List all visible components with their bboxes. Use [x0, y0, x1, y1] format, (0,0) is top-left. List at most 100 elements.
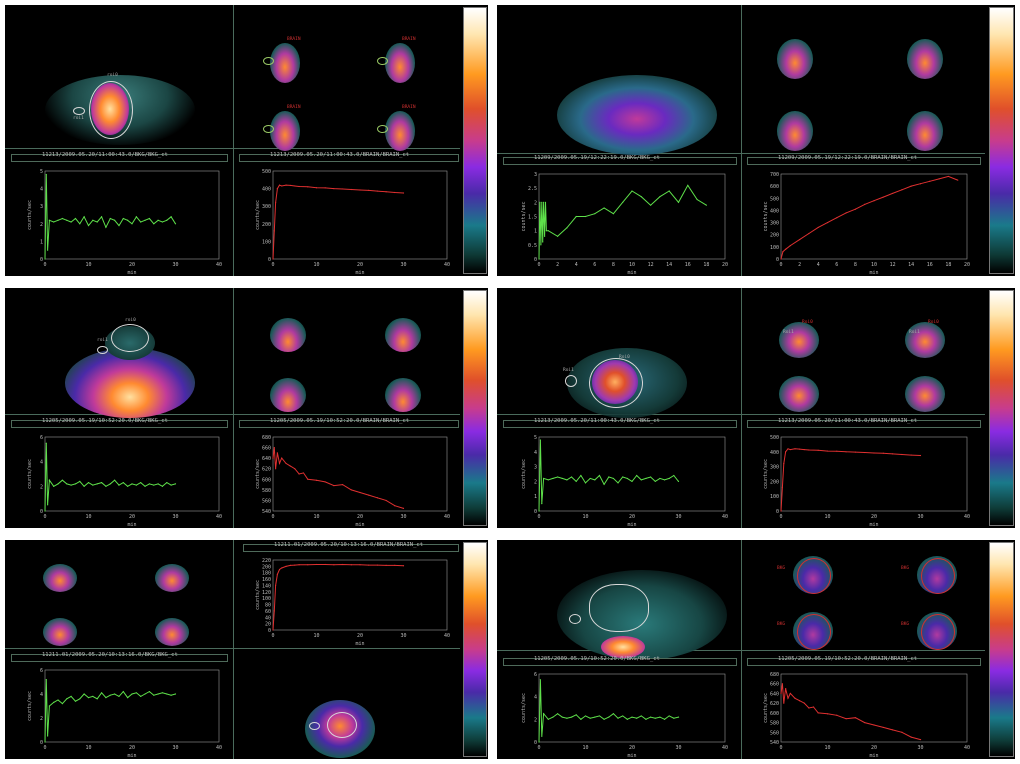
- y-tick-label: 3: [534, 172, 537, 178]
- data-point: [272, 629, 274, 631]
- brain-roi-label: BRAIN: [287, 37, 301, 42]
- data-point: [174, 223, 177, 225]
- data-point: [118, 695, 120, 697]
- data-point: [873, 724, 875, 726]
- plot-frame: [780, 436, 968, 512]
- roi0-label: Roi0: [928, 320, 939, 325]
- data-point: [845, 451, 847, 453]
- data-point: [376, 564, 378, 566]
- y-tick-label: 700: [770, 172, 779, 178]
- data-point: [608, 476, 610, 478]
- y-tick-label: 680: [770, 672, 779, 678]
- data-point: [109, 217, 111, 220]
- x-tick-label: 0: [537, 745, 540, 751]
- x-tick-label: 10: [85, 262, 91, 268]
- y-tick-label: 5: [40, 169, 43, 175]
- x-tick-label: 10: [313, 514, 319, 520]
- data-point: [808, 449, 810, 451]
- y-tick-label: 140: [262, 583, 271, 589]
- data-point: [938, 178, 940, 180]
- y-tick-label: 4: [40, 692, 43, 698]
- data-point: [785, 687, 787, 690]
- data-point: [118, 224, 120, 227]
- data-point: [157, 219, 159, 221]
- data-point: [273, 610, 275, 612]
- y-tick-label: 640: [770, 691, 779, 697]
- data-point: [650, 476, 652, 478]
- x-tick-label: 18: [703, 262, 709, 268]
- bkg-roi-circle: [263, 57, 274, 65]
- y-tick-label: 0.5: [528, 243, 537, 249]
- data-point: [96, 221, 98, 223]
- roi1-label: Roi1: [909, 330, 920, 335]
- data-point: [376, 497, 378, 499]
- plot-c-bkg: 0 10 20 30 40 0 2 4 6 min counts/sec: [27, 668, 222, 758]
- plot-frame: [44, 436, 220, 512]
- data-point: [947, 175, 949, 178]
- panel-label-c: C: [10, 544, 28, 571]
- data-point: [799, 700, 801, 702]
- data-point: [144, 693, 146, 695]
- y-tick-label: 540: [262, 509, 271, 515]
- data-point: [342, 188, 344, 190]
- y-tick-label: 660: [770, 682, 779, 688]
- panel-d: 11209/2009.05.19/12:22:19.0/BKG/BKG_ct 1…: [497, 5, 1015, 276]
- data-point: [882, 452, 884, 454]
- data-point: [598, 715, 601, 717]
- data-point: [584, 215, 587, 218]
- data-point: [543, 235, 546, 237]
- data-point: [580, 718, 582, 720]
- data-point: [910, 185, 912, 187]
- data-point: [161, 221, 164, 223]
- data-point: [53, 485, 55, 487]
- green-curve-header: 11213/2009.05.20/11:00:43.0/BKG/BKG_ct: [11, 152, 228, 162]
- y-tick-label: 580: [262, 488, 271, 494]
- data-point: [275, 468, 277, 470]
- data-point: [122, 691, 124, 693]
- thumb-image: [155, 618, 189, 646]
- data-point: [45, 442, 47, 444]
- data-point: [817, 449, 819, 451]
- data-point: [580, 474, 582, 477]
- series-line: [538, 184, 707, 260]
- plot-frame: [272, 170, 448, 260]
- thumb-image: [43, 564, 77, 592]
- data-point: [626, 477, 628, 480]
- data-point: [541, 735, 543, 737]
- x-axis-label: min: [127, 522, 136, 527]
- panel-f: BKG BKG BKG BKG 11205/2009.05.19/10:52:2…: [497, 540, 1015, 759]
- panel-e: Roi0 Roi1 Roi0 Roi0 Roi1 Roi1 11213/2009…: [497, 288, 1015, 528]
- data-point: [359, 564, 361, 566]
- y-tick-label: 5: [534, 435, 537, 441]
- roi0-circle: [327, 712, 357, 738]
- x-tick-label: 18: [945, 262, 951, 268]
- x-axis-label: min: [127, 270, 136, 275]
- plot-f-bkg: 0 10 20 30 40 0 2 4 6 min counts/sec: [521, 672, 728, 758]
- data-point: [540, 244, 542, 246]
- data-point: [368, 494, 370, 496]
- data-point: [864, 721, 866, 724]
- x-tick-label: 40: [444, 262, 450, 268]
- data-point: [785, 451, 787, 453]
- data-point: [122, 482, 124, 484]
- plot-frame: [44, 669, 220, 743]
- color-scale-bar: [463, 7, 487, 274]
- data-point: [324, 481, 326, 483]
- panel-b: roi0 roi1 11205/2009.05.19/10:52:20.0/BK…: [5, 288, 488, 528]
- data-point: [780, 692, 782, 695]
- data-point: [114, 693, 116, 695]
- color-scale-bar: [989, 7, 1014, 274]
- x-tick-label: 10: [582, 745, 588, 751]
- y-tick-label: 6: [40, 668, 43, 674]
- data-point: [892, 729, 894, 731]
- data-point: [659, 477, 661, 480]
- x-tick-label: 10: [582, 514, 588, 520]
- x-axis-label: min: [627, 753, 636, 758]
- series-line: [272, 184, 404, 260]
- data-point: [74, 483, 77, 485]
- data-point: [836, 714, 838, 716]
- data-point: [812, 706, 815, 708]
- panel-label-d: D: [511, 8, 529, 35]
- panel-label-e: E: [511, 291, 528, 318]
